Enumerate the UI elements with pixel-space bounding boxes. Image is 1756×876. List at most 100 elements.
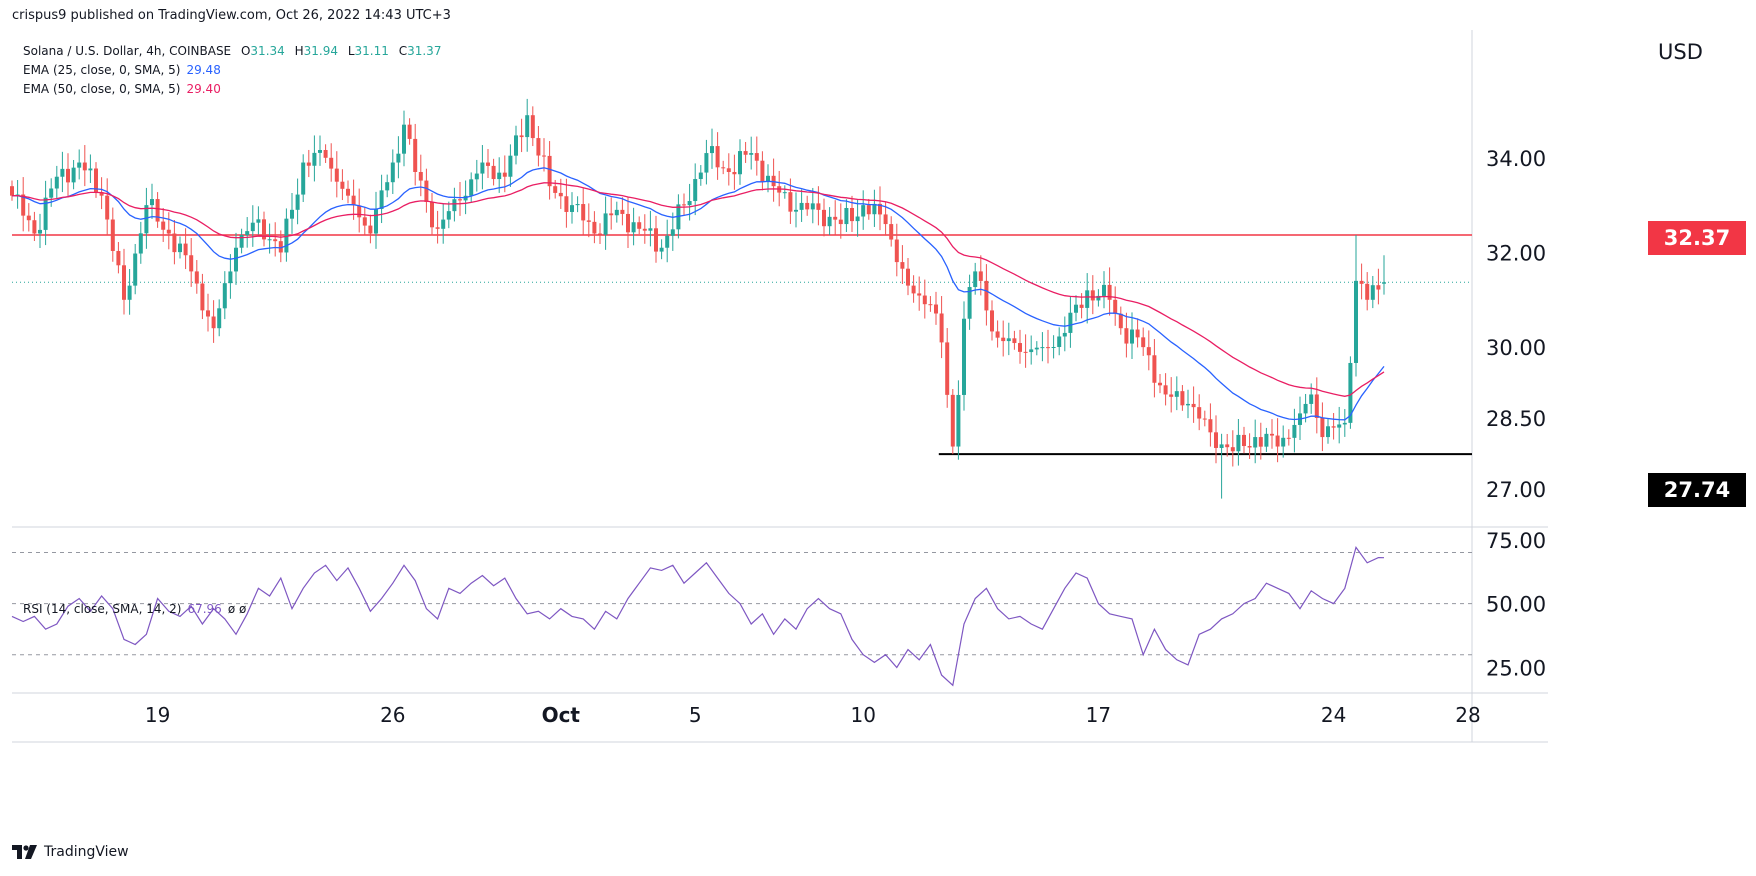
candle-body <box>284 218 289 253</box>
candle-body <box>346 188 350 196</box>
currency-label[interactable]: USD <box>1658 40 1703 64</box>
candle <box>900 245 905 284</box>
candle-body <box>805 202 810 210</box>
candle-body <box>26 215 31 221</box>
candle-body <box>1074 304 1078 313</box>
candle <box>805 195 810 216</box>
candle-body <box>105 195 110 220</box>
candle <box>547 141 552 200</box>
time-axis: 19 26 Oct 5 10 17 24 28 <box>145 703 1481 727</box>
candle <box>418 154 423 197</box>
candle <box>441 203 446 244</box>
candle <box>575 196 580 213</box>
candle-body <box>1085 290 1090 308</box>
candle <box>1001 320 1006 357</box>
candle-body <box>122 265 126 300</box>
candle-body <box>441 219 446 229</box>
candle-body <box>385 182 390 191</box>
candle-body <box>721 167 726 169</box>
candle <box>446 201 451 229</box>
candle-body <box>922 295 927 305</box>
candle <box>620 197 625 226</box>
candle <box>66 153 70 197</box>
candle-body <box>1001 337 1006 342</box>
symbol-row: Solana / U.S. Dollar, 4h, COINBASE O31.3… <box>23 42 441 61</box>
candle-body <box>934 304 938 314</box>
rsi-legend[interactable]: RSI (14, close, SMA, 14, 2) 67.96 ø ø <box>23 602 246 616</box>
candle-body <box>178 243 182 253</box>
candle-body <box>1018 343 1022 352</box>
candle <box>217 299 222 337</box>
ohlc-close: 31.37 <box>407 44 442 58</box>
candle-body <box>626 213 630 233</box>
candle <box>838 203 843 239</box>
candle <box>810 187 815 224</box>
candle <box>934 291 938 325</box>
tradingview-footer[interactable]: TradingView <box>12 844 129 860</box>
candle-body <box>189 255 194 272</box>
candle <box>581 188 586 235</box>
candle <box>194 260 199 294</box>
candle-body <box>1118 313 1123 329</box>
candle <box>1230 430 1235 467</box>
candle-body <box>693 179 698 202</box>
candle <box>346 180 350 204</box>
candle-body <box>1348 362 1353 423</box>
candle-body <box>250 222 255 232</box>
candle <box>1264 427 1269 453</box>
candle-body <box>217 308 222 329</box>
candle-body <box>1236 434 1241 452</box>
candle <box>138 221 143 264</box>
candle <box>183 228 188 270</box>
candle <box>1018 329 1022 364</box>
ohlc-open: 31.34 <box>250 44 285 58</box>
time-tick-label: 10 <box>850 703 875 727</box>
candle <box>239 228 244 254</box>
candle-body <box>340 181 345 189</box>
candle <box>340 169 345 201</box>
ema25-value: 29.48 <box>186 63 221 77</box>
ema50-row[interactable]: EMA (50, close, 0, SMA, 5) 29.40 <box>23 80 441 99</box>
chart-frame <box>12 30 1548 743</box>
candle-body <box>1354 280 1358 363</box>
candle-body <box>351 195 356 206</box>
candle-body <box>553 186 558 193</box>
publish-info: crispus9 published on TradingView.com, O… <box>12 8 451 23</box>
candle <box>1331 413 1336 440</box>
candle-body <box>166 229 171 234</box>
candle-body <box>810 203 815 210</box>
candle-body <box>564 196 569 212</box>
candle <box>357 188 362 233</box>
candle-body <box>1281 437 1286 447</box>
candle-body <box>519 135 524 138</box>
candle <box>1012 330 1017 350</box>
candle-body <box>1051 346 1056 348</box>
candle <box>71 160 76 190</box>
ema50-value: 29.40 <box>186 82 221 96</box>
candle-body <box>530 115 535 139</box>
candle <box>782 185 787 199</box>
candle-body <box>1275 435 1280 447</box>
candle <box>799 189 804 222</box>
ema-series <box>11 167 1385 421</box>
candle <box>1006 322 1011 356</box>
candle-body <box>1242 434 1246 447</box>
candle <box>166 212 171 250</box>
candle-body <box>1102 284 1106 296</box>
candle-body <box>390 162 395 183</box>
candle-body <box>883 214 888 225</box>
candle <box>318 135 322 166</box>
candle <box>413 123 418 186</box>
candle-body <box>525 115 530 138</box>
candle-body <box>1130 329 1134 344</box>
candle-body <box>962 318 966 395</box>
candle-body <box>984 280 989 311</box>
time-tick-label: 5 <box>689 703 702 727</box>
ema25-row[interactable]: EMA (25, close, 0, SMA, 5) 29.48 <box>23 61 441 80</box>
candle-body <box>1191 403 1196 408</box>
candle <box>1130 312 1134 360</box>
candle-body <box>670 229 675 236</box>
candle-body <box>1152 355 1157 383</box>
candle-body <box>1023 351 1028 353</box>
